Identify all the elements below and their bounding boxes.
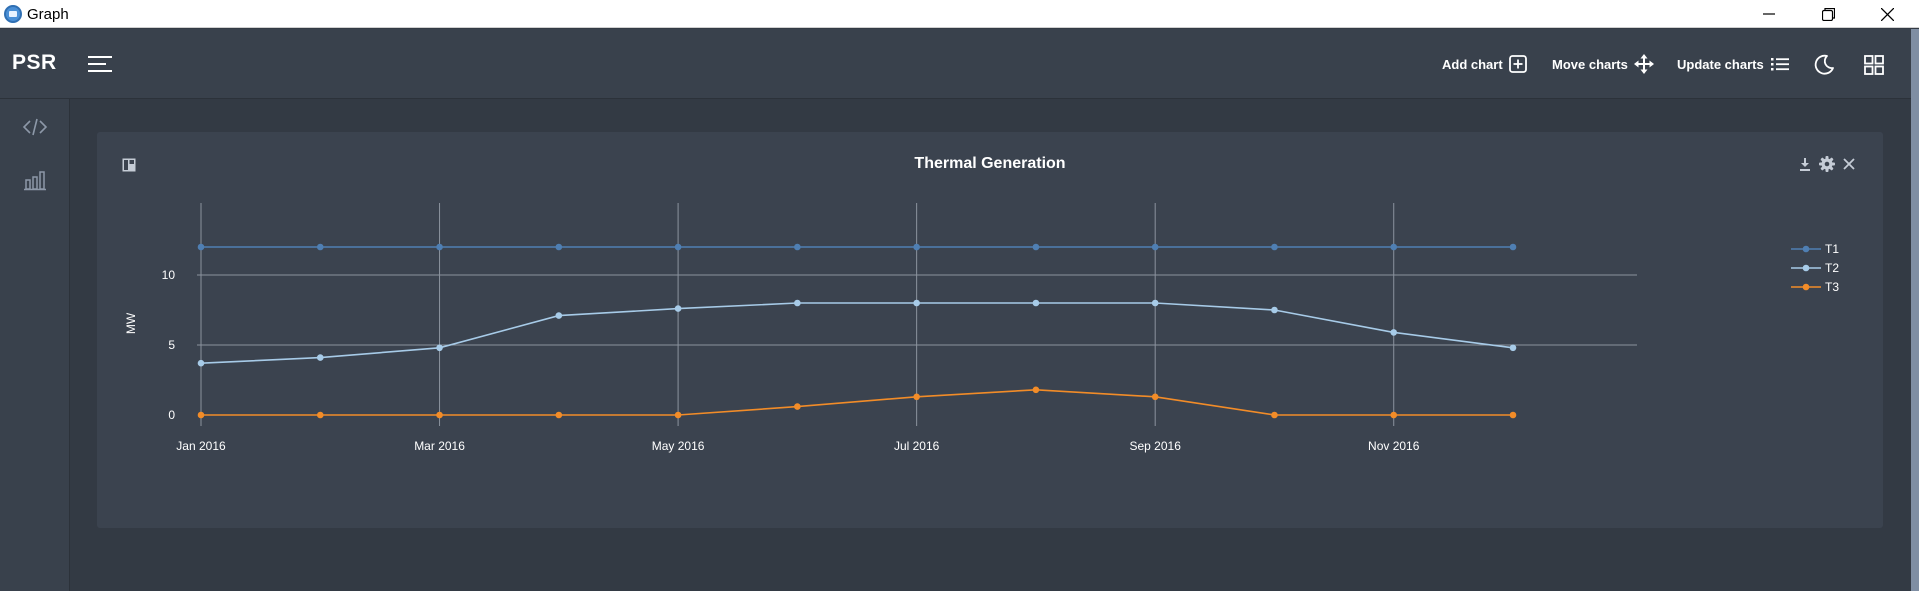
data-point-t1 xyxy=(1151,243,1159,251)
x-tick-label: Mar 2016 xyxy=(414,439,465,453)
data-point-t3 xyxy=(197,411,205,419)
layout-grid-button[interactable] xyxy=(1862,53,1886,77)
window-titlebar: Graph xyxy=(0,0,1919,28)
bar-chart-icon xyxy=(24,171,46,191)
close-icon xyxy=(1843,158,1855,170)
x-tick-label: May 2016 xyxy=(652,439,705,453)
x-tick-label: Sep 2016 xyxy=(1129,439,1181,453)
move-charts-button[interactable]: Move charts xyxy=(1552,53,1654,75)
update-charts-label: Update charts xyxy=(1677,56,1764,72)
dark-mode-toggle[interactable] xyxy=(1812,53,1836,77)
legend-label-t1: T1 xyxy=(1825,242,1839,256)
data-point-t1 xyxy=(1509,243,1517,251)
data-point-t3 xyxy=(1032,386,1040,394)
data-point-t1 xyxy=(1032,243,1040,251)
x-tick-label: Jan 2016 xyxy=(176,439,226,453)
y-axis-label: MW xyxy=(124,312,138,334)
app-header: PSR Add chart Move charts Update charts xyxy=(0,29,1911,99)
legend-marker-t1 xyxy=(1802,245,1810,253)
data-point-t2 xyxy=(197,359,205,367)
sidebar xyxy=(0,99,70,591)
window-title: Graph xyxy=(27,6,69,23)
data-point-t1 xyxy=(1390,243,1398,251)
restore-button[interactable] xyxy=(1805,0,1851,28)
data-point-t2 xyxy=(436,344,443,352)
close-chart-button[interactable] xyxy=(1841,156,1857,172)
data-point-t2 xyxy=(1032,299,1040,307)
data-point-t3 xyxy=(1151,393,1159,401)
data-point-t1 xyxy=(436,243,443,251)
data-point-t3 xyxy=(436,411,443,419)
chart-title: Thermal Generation xyxy=(914,155,1066,172)
window-edge-scrollbar xyxy=(1911,29,1919,591)
legend-label-t2: T2 xyxy=(1825,261,1839,275)
legend-marker-t3 xyxy=(1802,283,1810,291)
download-icon xyxy=(1800,158,1810,171)
grid-icon xyxy=(1864,55,1884,75)
plus-square-icon xyxy=(1508,55,1527,73)
series-line-t3 xyxy=(201,388,1513,416)
y-tick-label: 5 xyxy=(168,338,175,352)
data-point-t2 xyxy=(316,354,324,361)
legend-marker-t2 xyxy=(1802,264,1810,272)
data-point-t1 xyxy=(674,243,682,251)
data-point-t3 xyxy=(316,411,324,419)
data-point-t2 xyxy=(1271,306,1278,314)
data-point-t3 xyxy=(1390,411,1398,419)
data-point-t2 xyxy=(1390,329,1398,336)
data-point-t3 xyxy=(794,403,801,410)
data-point-t3 xyxy=(1271,411,1278,419)
data-point-t3 xyxy=(1509,411,1517,419)
chart-card: Thermal Generation 0 5 10 Jan 2016 Mar 2016 M… xyxy=(97,132,1883,528)
x-tick-label: Nov 2016 xyxy=(1368,439,1420,453)
legend-label-t3: T3 xyxy=(1825,280,1839,294)
x-tick-label: Jul 2016 xyxy=(894,439,940,453)
data-point-t2 xyxy=(1151,299,1159,307)
y-tick-label: 0 xyxy=(168,408,175,422)
y-tick-label: 10 xyxy=(162,268,176,282)
menu-icon xyxy=(88,56,112,72)
list-icon xyxy=(1770,58,1789,71)
gear-icon xyxy=(1819,156,1835,172)
move-charts-label: Move charts xyxy=(1552,56,1628,72)
data-point-t1 xyxy=(197,243,205,251)
move-arrows-icon xyxy=(1633,54,1654,74)
sidebar-item-charts[interactable] xyxy=(22,169,48,191)
data-point-t3 xyxy=(555,411,563,419)
data-point-t2 xyxy=(555,312,563,319)
data-point-t1 xyxy=(913,243,920,251)
chart-settings-button[interactable] xyxy=(1819,156,1835,172)
data-point-t3 xyxy=(674,411,682,419)
restore-icon xyxy=(1822,8,1835,21)
data-point-t3 xyxy=(913,393,920,401)
data-point-t2 xyxy=(913,299,920,307)
data-point-t1 xyxy=(1271,243,1278,251)
code-icon xyxy=(22,118,48,136)
add-chart-button[interactable]: Add chart xyxy=(1442,53,1527,75)
data-point-t2 xyxy=(674,305,682,312)
card-layout-button[interactable] xyxy=(122,158,136,172)
app-icon xyxy=(4,5,22,23)
sidebar-item-code[interactable] xyxy=(22,116,48,138)
brand-logo[interactable]: PSR xyxy=(12,51,57,74)
minimize-button[interactable] xyxy=(1746,0,1792,28)
minimize-icon xyxy=(1763,13,1775,15)
data-point-t2 xyxy=(794,299,801,307)
series-line-t2 xyxy=(200,302,1514,364)
data-point-t1 xyxy=(555,243,563,251)
download-button[interactable] xyxy=(1797,156,1813,172)
moon-icon xyxy=(1814,54,1834,75)
close-icon xyxy=(1881,8,1894,21)
add-chart-label: Add chart xyxy=(1442,56,1503,72)
close-window-button[interactable] xyxy=(1864,0,1910,28)
data-point-t2 xyxy=(1509,344,1517,352)
menu-toggle-button[interactable] xyxy=(86,53,114,75)
data-point-t1 xyxy=(316,243,324,251)
layout-icon xyxy=(122,158,136,172)
data-point-t1 xyxy=(794,243,801,251)
update-charts-button[interactable]: Update charts xyxy=(1677,53,1790,75)
thermal-generation-chart[interactable]: 0 5 10 Jan 2016 Mar 2016 May 2016 Jul 2016 Sep … xyxy=(97,132,1883,528)
